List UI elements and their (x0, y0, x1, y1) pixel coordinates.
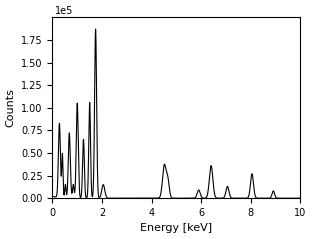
X-axis label: Energy [keV]: Energy [keV] (140, 223, 212, 234)
Y-axis label: Counts: Counts (6, 88, 16, 127)
Text: 1e5: 1e5 (55, 5, 73, 16)
